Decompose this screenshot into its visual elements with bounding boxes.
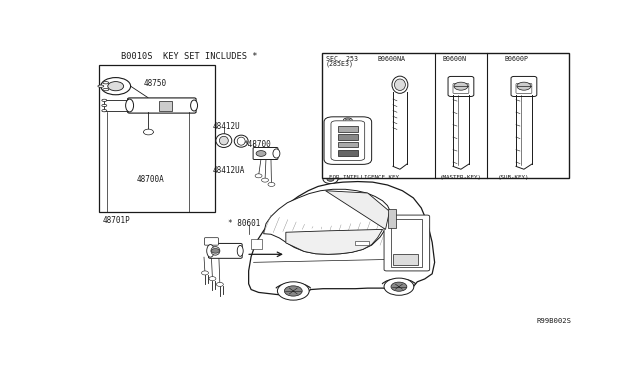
Ellipse shape	[220, 136, 228, 145]
Text: 48412UA: 48412UA	[213, 166, 245, 175]
Ellipse shape	[237, 246, 243, 256]
FancyBboxPatch shape	[331, 121, 365, 160]
Text: (SUB-KEY): (SUB-KEY)	[498, 175, 530, 180]
Circle shape	[202, 271, 209, 275]
FancyBboxPatch shape	[324, 117, 372, 164]
Text: 48412U: 48412U	[213, 122, 241, 131]
FancyBboxPatch shape	[516, 84, 532, 93]
FancyBboxPatch shape	[209, 243, 242, 258]
FancyBboxPatch shape	[453, 84, 469, 93]
Circle shape	[284, 286, 302, 296]
Circle shape	[391, 282, 407, 291]
FancyBboxPatch shape	[205, 238, 218, 245]
Circle shape	[211, 248, 220, 253]
FancyBboxPatch shape	[253, 147, 278, 160]
FancyBboxPatch shape	[127, 98, 196, 113]
Circle shape	[454, 82, 468, 90]
FancyBboxPatch shape	[448, 76, 474, 96]
Polygon shape	[286, 230, 383, 254]
Bar	[338, 134, 358, 140]
Ellipse shape	[103, 89, 109, 91]
Circle shape	[256, 151, 266, 156]
Circle shape	[517, 82, 531, 90]
Text: 48700A: 48700A	[137, 175, 164, 184]
Ellipse shape	[394, 79, 405, 90]
Text: B0010S  KEY SET INCLUDES *: B0010S KEY SET INCLUDES *	[121, 52, 257, 61]
Ellipse shape	[273, 149, 280, 158]
Ellipse shape	[98, 85, 104, 87]
Bar	[251, 238, 262, 250]
Bar	[338, 142, 358, 147]
Bar	[338, 150, 358, 156]
Text: B0600NA: B0600NA	[378, 56, 406, 62]
Text: (285E3): (285E3)	[326, 60, 354, 67]
Text: B0600N: B0600N	[442, 56, 466, 62]
Ellipse shape	[102, 109, 107, 112]
FancyBboxPatch shape	[511, 76, 537, 96]
Circle shape	[262, 178, 269, 182]
Text: (MASTER-KEY): (MASTER-KEY)	[440, 175, 481, 180]
Ellipse shape	[125, 99, 134, 112]
Text: 48750: 48750	[143, 79, 166, 88]
Circle shape	[268, 182, 275, 186]
Bar	[355, 241, 369, 244]
Circle shape	[255, 174, 262, 178]
Text: B0600P: B0600P	[504, 56, 528, 62]
Circle shape	[327, 177, 334, 181]
Polygon shape	[249, 182, 435, 295]
Ellipse shape	[102, 105, 107, 107]
Bar	[322, 53, 569, 178]
Bar	[388, 209, 396, 228]
Bar	[392, 219, 422, 267]
Text: FOR INTELLIGENCE KEY: FOR INTELLIGENCE KEY	[330, 175, 399, 180]
Text: SEC. 253: SEC. 253	[326, 56, 358, 62]
Circle shape	[216, 282, 223, 286]
Circle shape	[384, 278, 414, 295]
Polygon shape	[326, 191, 390, 230]
Text: * 80601: * 80601	[228, 219, 260, 228]
Ellipse shape	[102, 99, 107, 102]
Ellipse shape	[234, 135, 248, 147]
Text: *48700: *48700	[244, 140, 271, 150]
Bar	[394, 254, 419, 265]
Circle shape	[143, 129, 154, 135]
Ellipse shape	[211, 247, 220, 255]
Circle shape	[108, 81, 124, 91]
Circle shape	[209, 277, 216, 280]
Bar	[99, 65, 216, 212]
Circle shape	[277, 282, 309, 300]
Ellipse shape	[207, 244, 214, 257]
Text: R99B002S: R99B002S	[536, 318, 571, 324]
Ellipse shape	[392, 76, 408, 93]
Bar	[159, 101, 172, 110]
Circle shape	[101, 78, 131, 95]
Ellipse shape	[237, 137, 245, 145]
Text: 48701P: 48701P	[102, 216, 130, 225]
FancyBboxPatch shape	[384, 215, 429, 271]
Polygon shape	[264, 189, 390, 254]
Ellipse shape	[191, 100, 198, 111]
Bar	[338, 126, 358, 132]
Ellipse shape	[216, 134, 232, 147]
Ellipse shape	[103, 81, 109, 84]
Text: 68632S *: 68632S *	[349, 148, 383, 154]
Circle shape	[323, 175, 338, 183]
